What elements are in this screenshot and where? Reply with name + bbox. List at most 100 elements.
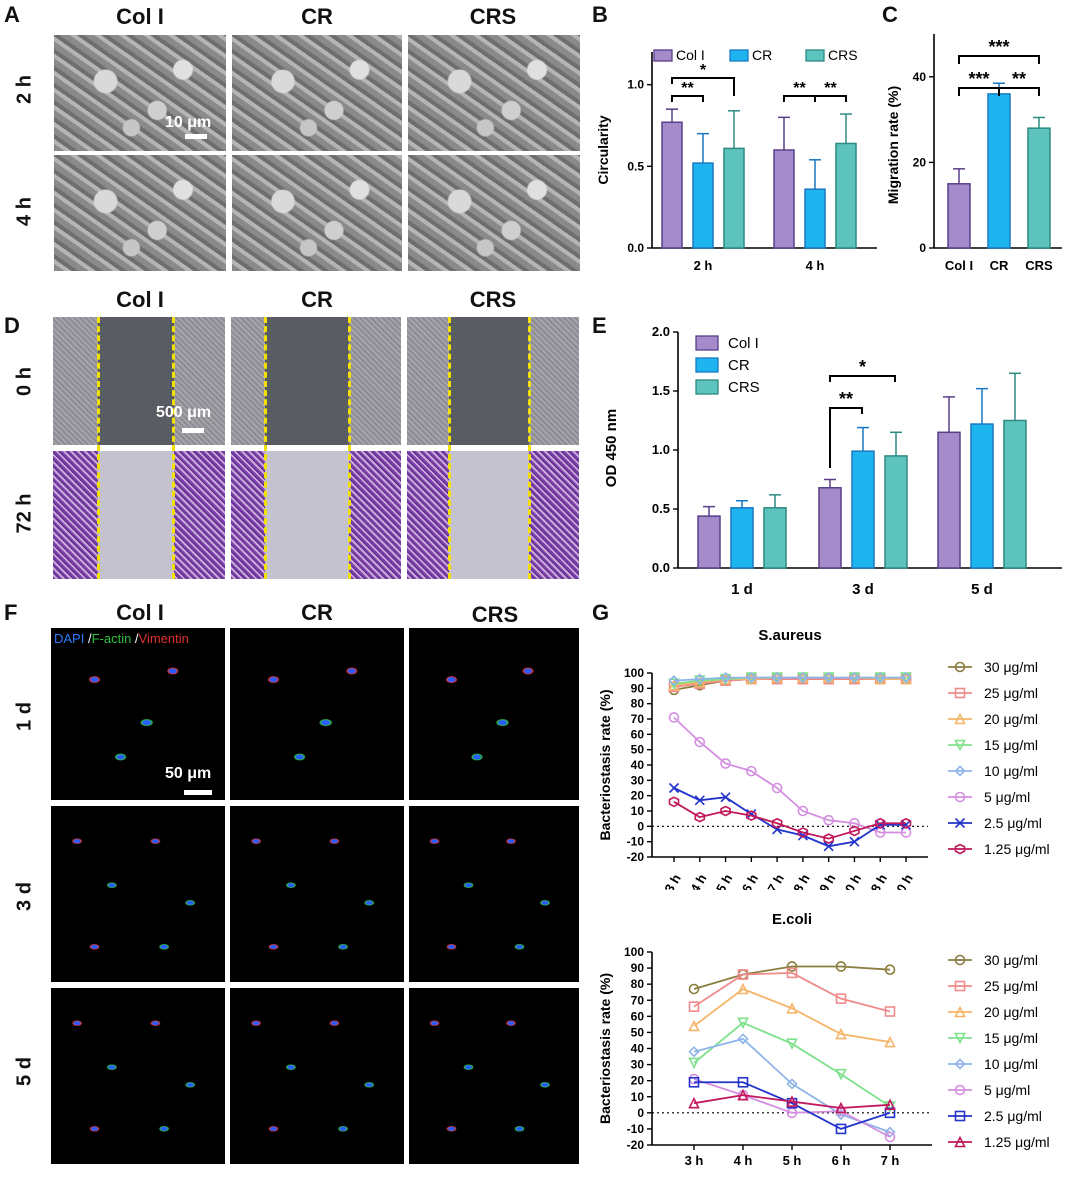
- data-point: [786, 1078, 798, 1090]
- significance-label: **: [839, 389, 853, 409]
- data-point: [746, 810, 757, 821]
- stain-factin: F-actin: [91, 631, 132, 646]
- x-tick-label: 5 h: [783, 1153, 802, 1168]
- data-point: [954, 1058, 966, 1070]
- y-tick-label: 0.0: [627, 241, 644, 255]
- data-point: [954, 687, 966, 699]
- chart-title: S.aureus: [758, 627, 821, 644]
- bar: [987, 93, 1011, 249]
- fluorescence-image: [230, 806, 404, 982]
- significance-label: *: [859, 357, 866, 377]
- x-tick-label: CR: [990, 258, 1009, 273]
- y-tick-label: 30: [631, 1058, 645, 1072]
- data-point: [954, 980, 966, 992]
- data-point: [668, 675, 680, 687]
- y-tick-label: 40: [631, 758, 645, 772]
- data-point: [835, 1068, 847, 1081]
- panel-f-row-header: 1 d: [13, 702, 36, 731]
- significance-label: **: [793, 80, 806, 97]
- y-tick-label: -10: [627, 835, 645, 849]
- fluorescence-image: [409, 806, 579, 982]
- data-point: [954, 739, 966, 752]
- data-point: [771, 817, 783, 829]
- panel-label-d: D: [4, 313, 20, 338]
- y-tick-label: 1.5: [652, 383, 670, 398]
- stain-dapi: DAPI: [54, 631, 85, 646]
- panel-d-row-header: 72 h: [13, 493, 36, 534]
- data-point: [694, 811, 706, 823]
- y-tick-label: 80: [631, 697, 645, 711]
- legend-label: Col I: [728, 335, 759, 352]
- significance-bracket: [958, 55, 1040, 64]
- y-tick-label: 100: [624, 666, 644, 680]
- legend-label: 25 μg/ml: [984, 978, 1038, 994]
- panel-f-col-header: Col I: [116, 600, 164, 625]
- data-point: [688, 1096, 700, 1109]
- y-tick-label: 70: [631, 993, 645, 1007]
- y-tick-label: 0.5: [652, 501, 670, 516]
- sem-image: [231, 154, 403, 272]
- data-point: [835, 1123, 847, 1135]
- fluorescence-image: [230, 988, 404, 1164]
- wound-edge-line: [97, 317, 100, 579]
- legend-label: 15 μg/ml: [984, 737, 1038, 753]
- data-point: [835, 961, 847, 972]
- fluorescence-image: [51, 988, 225, 1164]
- series-line: [694, 1081, 891, 1130]
- y-tick-label: 80: [631, 977, 645, 991]
- fluorescence-image: [409, 988, 579, 1164]
- y-tick-label: 50: [631, 743, 645, 757]
- fluorescence-image: [51, 806, 225, 982]
- data-point: [954, 1084, 966, 1096]
- wound-edge-line: [172, 317, 175, 579]
- data-point: [688, 1057, 700, 1070]
- legend-label: 1.25 μg/ml: [984, 841, 1050, 857]
- y-axis-label: Migration rate (%): [885, 86, 901, 204]
- bar: [818, 487, 842, 569]
- data-point: [954, 954, 966, 966]
- data-point: [668, 782, 680, 794]
- data-point: [786, 967, 798, 979]
- chart-title: E.coli: [772, 911, 812, 928]
- data-point: [668, 712, 680, 723]
- x-tick-label: Col I: [945, 258, 973, 273]
- legend-label: 30 μg/ml: [984, 659, 1038, 675]
- y-tick-label: 1.0: [652, 442, 670, 457]
- scale-bar-label: 10 μm: [165, 114, 212, 131]
- bar: [1003, 419, 1027, 569]
- series-line: [673, 801, 906, 840]
- data-point: [849, 825, 860, 837]
- legend-label: 2.5 μg/ml: [984, 1108, 1042, 1124]
- wound-edge-line: [348, 317, 351, 579]
- legend-label: 30 μg/ml: [984, 952, 1038, 968]
- bar: [1027, 127, 1051, 249]
- fluorescence-image: [409, 628, 579, 800]
- x-tick-label: 1 d: [731, 581, 753, 598]
- y-tick-label: 40: [631, 1042, 645, 1056]
- significance-label: **: [681, 80, 694, 97]
- y-tick-label: 0.5: [627, 159, 644, 173]
- data-point: [848, 671, 861, 684]
- data-point: [797, 827, 809, 838]
- panel-d-col-header: CR: [301, 287, 333, 312]
- data-point: [954, 791, 966, 803]
- wound-gap: [265, 317, 349, 445]
- panel-a-row-header: 4 h: [13, 197, 36, 226]
- data-point: [954, 765, 966, 777]
- y-tick-label: 60: [631, 1009, 645, 1023]
- y-tick-label: 0: [637, 819, 644, 833]
- data-point: [954, 661, 966, 673]
- y-tick-label: 0.0: [652, 560, 670, 575]
- y-tick-label: 10: [631, 1090, 645, 1104]
- data-point: [720, 792, 731, 803]
- bar: [763, 507, 787, 569]
- wound-gap: [98, 317, 174, 445]
- data-point: [835, 993, 847, 1004]
- significance-label: ***: [968, 69, 989, 89]
- data-point: [900, 817, 912, 829]
- panel-d-col-header: Col I: [116, 287, 164, 312]
- data-point: [737, 1017, 749, 1030]
- data-point: [875, 819, 886, 830]
- x-tick-label: 6 h: [739, 871, 761, 890]
- panel-f-row-header: 3 d: [13, 882, 36, 911]
